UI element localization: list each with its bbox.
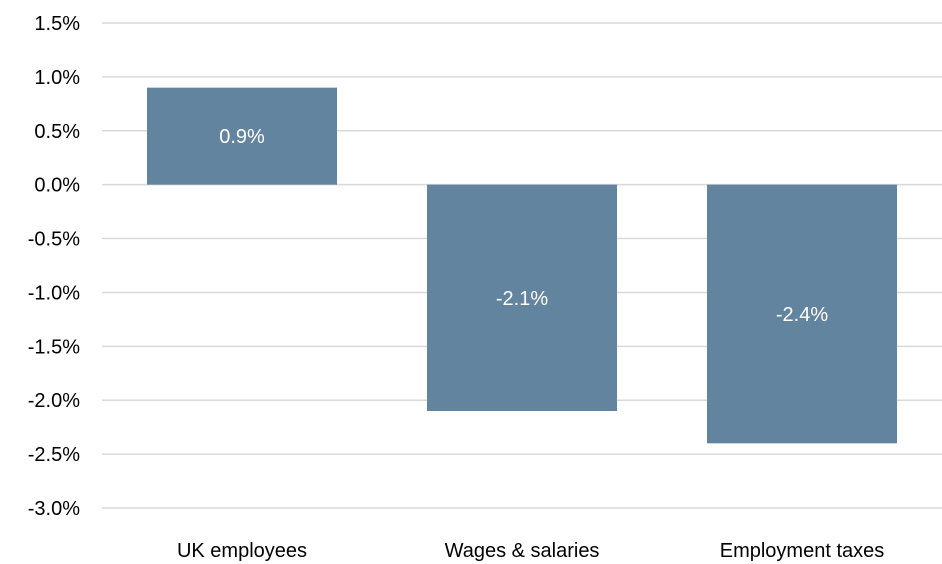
y-tick-label: 1.5%	[34, 13, 80, 35]
bar	[427, 184, 617, 411]
y-tick-label: 1.0%	[34, 67, 80, 89]
y-tick-label: -2.0%	[28, 390, 80, 412]
bar	[707, 184, 897, 444]
bar	[147, 87, 337, 185]
x-category-label: Wages & salaries	[445, 540, 600, 562]
y-tick-label: -2.5%	[28, 444, 80, 466]
x-axis-category-labels: UK employees Wages & salaries Employment t…	[177, 540, 884, 562]
y-tick-label: 0.5%	[34, 121, 80, 143]
y-tick-label: -1.0%	[28, 282, 80, 304]
y-tick-label: -0.5%	[28, 229, 80, 251]
y-axis-tick-labels: 1.5% 1.0% 0.5% 0.0% -0.5% -1.0% -1.5% -2.0% -2.5…	[28, 13, 80, 520]
x-category-label: UK employees	[177, 540, 307, 562]
y-tick-label: -3.0%	[28, 498, 80, 520]
bars	[147, 87, 897, 444]
y-tick-label: 0.0%	[34, 175, 80, 197]
bar-data-label: -2.4%	[776, 304, 828, 326]
bar-data-label: -2.1%	[496, 288, 548, 310]
x-category-label: Employment taxes	[720, 540, 885, 562]
y-tick-label: -1.5%	[28, 336, 80, 358]
bar-data-labels: 0.9% -2.1% -2.4%	[219, 126, 828, 326]
bar-data-label: 0.9%	[219, 126, 265, 148]
